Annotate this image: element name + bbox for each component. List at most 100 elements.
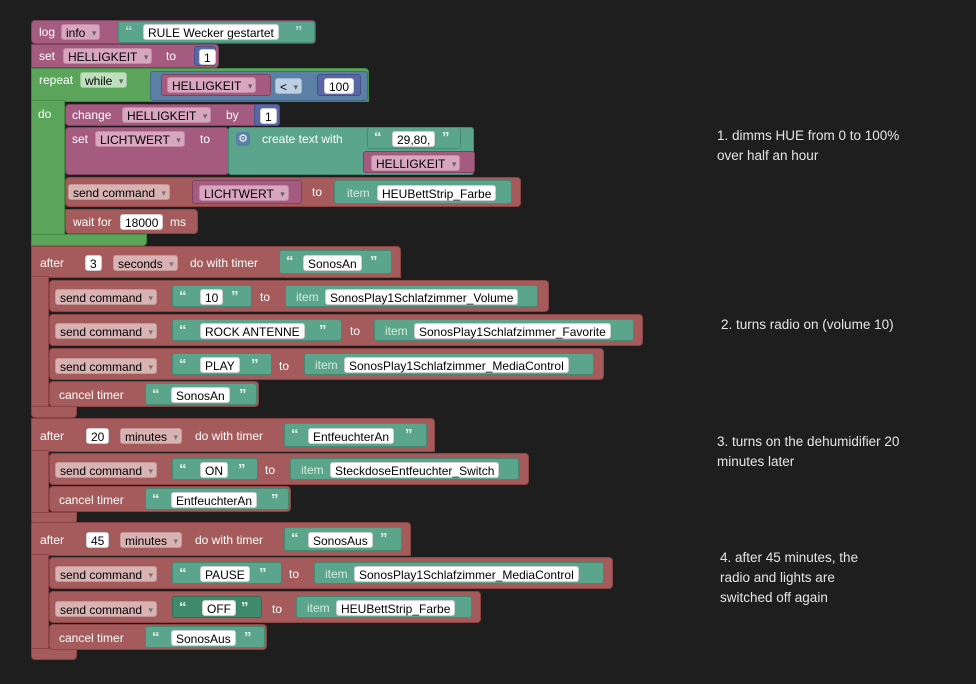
set-helligkeit-block[interactable]: set HELLIGKEIT to: [31, 44, 219, 68]
log-level-dropdown[interactable]: info: [61, 24, 101, 41]
close-quote-icon: ”: [319, 322, 327, 339]
set-value-field[interactable]: 1: [199, 49, 216, 65]
compare-operator-dropdown[interactable]: <: [275, 78, 303, 95]
timer2-cmd1-value-block[interactable]: “ ON ”: [172, 458, 258, 480]
timer3-name-field[interactable]: SonosAus: [308, 532, 373, 548]
timer1-cmd3-target-field[interactable]: SonosPlay1Schlafzimmer_MediaControl: [344, 357, 569, 373]
timer3-unit-dropdown[interactable]: minutes: [120, 532, 183, 549]
timer1-cmd2-value-block[interactable]: “ ROCK ANTENNE ”: [172, 319, 342, 341]
text-part2-dropdown[interactable]: HELLIGKEIT: [371, 155, 461, 172]
timer3-cmd1-value-field[interactable]: PAUSE: [200, 566, 250, 582]
timer2-unit-dropdown[interactable]: minutes: [120, 428, 183, 445]
open-quote-icon: “: [179, 288, 187, 305]
send1-label[interactable]: send command: [68, 184, 171, 201]
set-lichtwert-block[interactable]: set LICHTWERT to: [65, 127, 229, 175]
change-variable-dropdown[interactable]: HELLIGKEIT: [122, 107, 212, 124]
timer1-cmd3-item-block[interactable]: item SonosPlay1Schlafzimmer_MediaControl: [304, 353, 594, 375]
timer3-cancel-name-field[interactable]: SonosAus: [171, 630, 236, 646]
timer1-amount-field[interactable]: 3: [85, 255, 102, 271]
timer2-cancel-name-block[interactable]: “ EntfeuchterAn ”: [145, 488, 289, 510]
send1-item-block[interactable]: item HEUBettStrip_Farbe: [334, 180, 512, 204]
set2-keyword: set: [72, 132, 89, 146]
timer1-cmd1-target-field[interactable]: SonosPlay1Schlafzimmer_Volume: [325, 289, 519, 305]
log-message-field[interactable]: RULE Wecker gestartet: [143, 24, 279, 40]
timer1-cmd3-value-field[interactable]: PLAY: [200, 357, 240, 373]
timer3-cmd1-target-field[interactable]: SonosPlay1Schlafzimmer_MediaControl: [354, 566, 579, 582]
item-keyword: item: [347, 186, 370, 200]
item-keyword: item: [307, 601, 330, 615]
timer3-cmd1-value-block[interactable]: “ PAUSE ”: [172, 562, 282, 584]
timer1-name-block[interactable]: “ SonosAn ”: [279, 250, 392, 274]
timer3-cmd1-label[interactable]: send command: [55, 566, 158, 583]
timer1-cmd1-value-field[interactable]: 10: [200, 289, 224, 305]
wait-ms-field[interactable]: 18000: [120, 214, 164, 230]
timer1-name-field[interactable]: SonosAn: [303, 255, 362, 271]
timer2-cmd1-label[interactable]: send command: [55, 462, 158, 479]
timer3-cmd2-value-field[interactable]: OFF: [202, 600, 236, 616]
timer1-cmd2-value-field[interactable]: ROCK ANTENNE: [200, 323, 305, 339]
change-amount-field[interactable]: 1: [260, 108, 277, 124]
timer3-cancel-name-block[interactable]: “ SonosAus ”: [145, 626, 265, 648]
timer2-cmd1-value-field[interactable]: ON: [200, 462, 228, 478]
open-quote-icon: “: [179, 322, 187, 339]
gear-icon[interactable]: ⚙: [236, 132, 250, 146]
timer2-cmd1-to: to: [265, 463, 276, 477]
compare-variable-block[interactable]: HELLIGKEIT: [161, 74, 271, 96]
item-keyword: item: [385, 324, 408, 338]
timer3-cmd2-label[interactable]: send command: [55, 601, 158, 618]
timer1-cmd1-label[interactable]: send command: [55, 289, 158, 306]
send1-target-field[interactable]: HEUBettStrip_Farbe: [377, 185, 497, 201]
timer2-cancel-name-field[interactable]: EntfeuchterAn: [171, 492, 258, 508]
timer1-cmd1-item-block[interactable]: item SonosPlay1Schlafzimmer_Volume: [285, 285, 538, 307]
timer1-cmd2-target-field[interactable]: SonosPlay1Schlafzimmer_Favorite: [414, 323, 611, 339]
compare-limit-block[interactable]: 100: [317, 74, 361, 96]
close-quote-icon: ”: [380, 530, 388, 547]
set-value-number-block[interactable]: 1: [194, 46, 216, 66]
change-block[interactable]: change HELLIGKEIT by: [65, 104, 275, 126]
item-keyword: item: [296, 290, 319, 304]
timer1-cancel-name-field[interactable]: SonosAn: [171, 387, 230, 403]
timer1-cmd2-item-block[interactable]: item SonosPlay1Schlafzimmer_Favorite: [374, 319, 634, 341]
repeat-keyword: repeat: [39, 73, 74, 87]
compare-variable-dropdown[interactable]: HELLIGKEIT: [167, 77, 257, 94]
wait-suffix: ms: [170, 215, 186, 229]
wait-block[interactable]: wait for 18000 ms: [65, 209, 198, 234]
timer2-name-field[interactable]: EntfeuchterAn: [308, 428, 395, 444]
timer3-cmd2-value-block[interactable]: “ OFF ”: [172, 596, 262, 618]
timer2-name-block[interactable]: “ EntfeuchterAn ”: [284, 423, 427, 447]
timer1-unit-dropdown[interactable]: seconds: [113, 255, 178, 272]
wait-prefix: wait for: [73, 215, 112, 229]
send1-value-block[interactable]: LICHTWERT: [192, 180, 302, 204]
close-quote-icon: ”: [259, 565, 267, 582]
timer3-cmd2-target-field[interactable]: HEUBettStrip_Farbe: [336, 600, 456, 616]
repeat-mode-dropdown[interactable]: while: [80, 72, 128, 89]
send1-value-dropdown[interactable]: LICHTWERT: [199, 185, 289, 202]
close-quote-icon: ”: [244, 629, 252, 646]
open-quote-icon: “: [152, 491, 160, 508]
close-quote-icon: ”: [251, 356, 259, 373]
text-part2-block[interactable]: HELLIGKEIT: [363, 151, 475, 173]
timer3-name-block[interactable]: “ SonosAus ”: [284, 527, 402, 551]
close-quote-icon: ”: [405, 426, 413, 443]
timer3-amount-field[interactable]: 45: [86, 532, 110, 548]
timer3-cmd1-item-block[interactable]: item SonosPlay1Schlafzimmer_MediaControl: [314, 562, 604, 584]
set2-variable-dropdown[interactable]: LICHTWERT: [95, 131, 185, 148]
timer3-block[interactable]: after 45 minutes do with timer: [31, 522, 411, 556]
set-variable-dropdown[interactable]: HELLIGKEIT: [63, 48, 153, 65]
timer2-cmd1-item-block[interactable]: item SteckdoseEntfeuchter_Switch: [290, 458, 519, 480]
timer1-cancel-name-block[interactable]: “ SonosAn ”: [145, 383, 257, 405]
timer1-cmd1-to: to: [260, 290, 271, 304]
timer2-amount-field[interactable]: 20: [86, 428, 110, 444]
compare-limit-field[interactable]: 100: [324, 78, 355, 94]
text-part1-block[interactable]: “ 29,80, ”: [367, 127, 461, 149]
change-amount-block[interactable]: 1: [254, 104, 280, 126]
timer2-cmd1-target-field[interactable]: SteckdoseEntfeuchter_Switch: [330, 462, 500, 478]
timer1-cmd1-value-block[interactable]: “ 10 ”: [172, 285, 252, 307]
timer1-cmd3-label[interactable]: send command: [55, 358, 158, 375]
log-message-text-block[interactable]: “ RULE Wecker gestartet ”: [118, 21, 315, 43]
timer1-cmd3-value-block[interactable]: “ PLAY ”: [172, 353, 272, 375]
timer1-cmd2-label[interactable]: send command: [55, 323, 158, 340]
timer3-cmd2-item-block[interactable]: item HEUBettStrip_Farbe: [296, 596, 472, 618]
timer3-do-with-label: do with timer: [195, 533, 264, 547]
text-part1-field[interactable]: 29,80,: [392, 131, 436, 147]
